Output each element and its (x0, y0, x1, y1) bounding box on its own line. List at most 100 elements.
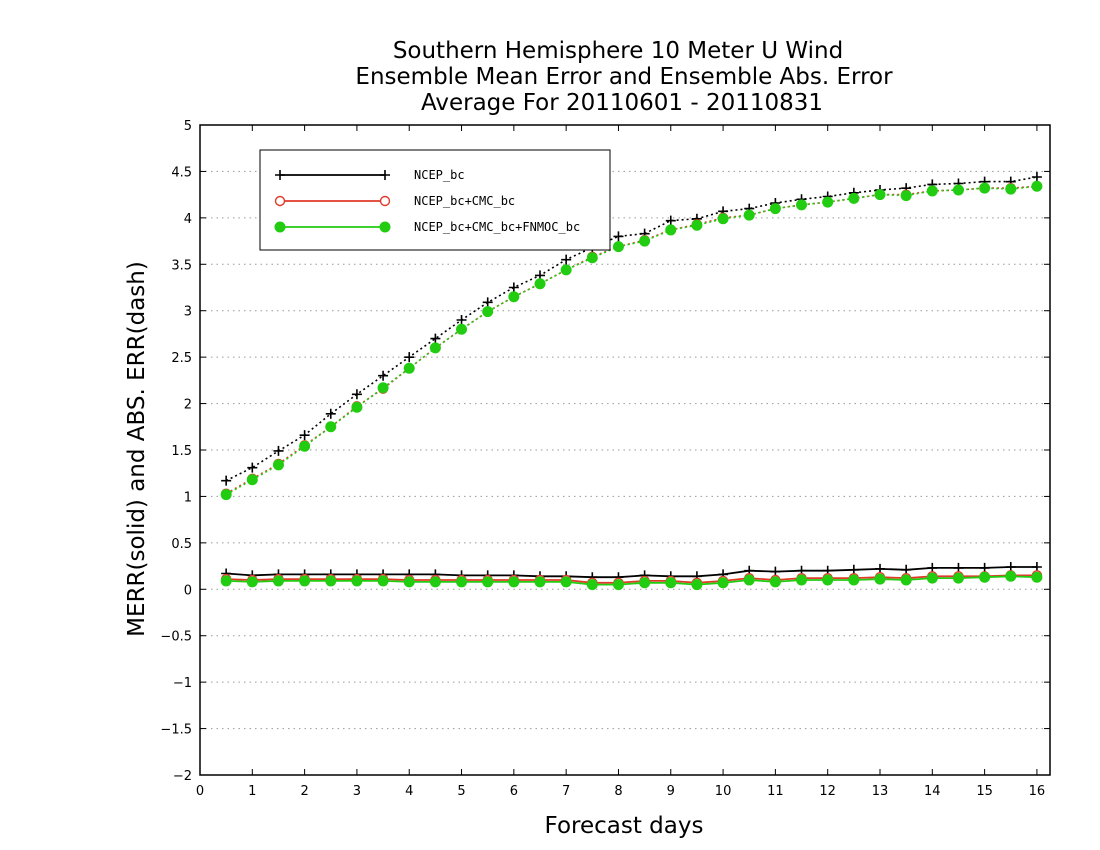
abs-error-point (247, 462, 258, 473)
abs-error-point (482, 297, 493, 308)
mean-error-point (796, 574, 808, 586)
mean-error-point (482, 576, 494, 588)
mean-error-point (351, 575, 363, 587)
title-line-2: Ensemble Mean Error and Ensemble Abs. Er… (355, 64, 893, 90)
y-axis-label: MERR(solid) and ABS. ERR(dash) (124, 261, 150, 637)
y-tick-label: 1 (184, 490, 192, 505)
abs-error-point (639, 235, 651, 247)
y-tick-label: 0.5 (171, 537, 192, 552)
mean-error-point (272, 575, 284, 587)
abs-error-point (743, 209, 755, 221)
chart-title: Southern Hemisphere 10 Meter U Wind Ense… (355, 38, 893, 116)
abs-error-point (404, 352, 415, 363)
mean-error-point (325, 575, 337, 587)
abs-error-point (221, 475, 232, 486)
abs-error-point (1031, 180, 1043, 192)
mean-error-point (429, 576, 441, 588)
y-tick-label: 4 (184, 212, 192, 227)
mean-error-point (717, 577, 729, 589)
abs-error-line (225, 176, 1038, 482)
axis-ticks: −2−1.5−1−0.500.511.522.533.544.550 1 2 3 4 5 6… (160, 119, 1050, 799)
mean-error-point (246, 576, 258, 588)
abs-error-point (430, 333, 441, 344)
x-tick-label: 6 (510, 784, 518, 799)
mean-error-point (220, 575, 232, 587)
abs-error-point (220, 489, 232, 501)
abs-error-point (612, 241, 624, 253)
mean-error-point (560, 576, 572, 588)
legend-entry: NCEP_bc+CMC_bc (274, 194, 515, 208)
x-tick-label: 9 (667, 784, 675, 799)
mean-error-point (377, 575, 389, 587)
legend-marker (379, 195, 391, 207)
y-tick-label: 1.5 (171, 444, 192, 459)
x-tick-label: 12 (819, 784, 836, 799)
abs-error-point (351, 401, 363, 413)
title-line-3: Average For 20110601 - 20110831 (421, 90, 823, 116)
x-tick-label: 15 (976, 784, 993, 799)
x-tick-label: 1 (248, 784, 256, 799)
abs-error-point (848, 192, 860, 204)
abs-error-point (926, 185, 938, 197)
abs-error-point (378, 370, 389, 381)
abs-error-point (456, 315, 467, 325)
abs-error-point (325, 421, 337, 433)
abs-error-point (796, 199, 808, 211)
mean-error-point (900, 574, 912, 586)
y-tick-label: 0 (184, 583, 192, 598)
y-tick-label: −2 (173, 769, 192, 784)
legend-label: NCEP_bc (414, 168, 465, 182)
mean-error-point (926, 572, 938, 584)
mean-error-point (299, 575, 311, 587)
abs-error-point (822, 196, 834, 208)
mean-error-point (848, 574, 860, 586)
legend-marker (379, 221, 391, 233)
abs-error-point (665, 224, 677, 236)
x-tick-label: 14 (924, 784, 941, 799)
abs-error-point (246, 474, 258, 486)
abs-error-point (299, 430, 310, 441)
mean-error-point (743, 574, 755, 586)
legend: NCEP_bc NCEP_bc+CMC_bc NCEP_bc+CMC_bc+FNMO… (259, 149, 611, 251)
abs-error-point (508, 282, 519, 293)
mean-error-point (769, 576, 781, 588)
x-tick-label: 7 (562, 784, 570, 799)
mean-error-point (874, 573, 886, 585)
x-tick-label: 5 (457, 784, 465, 799)
y-tick-label: −1.5 (160, 723, 192, 738)
abs-error-point (717, 213, 729, 225)
abs-error-point (952, 184, 964, 196)
grid (200, 170, 1050, 730)
legend-label: NCEP_bc+CMC_bc (414, 194, 515, 208)
legend-entry: NCEP_bc (275, 168, 465, 182)
x-tick-label: 16 (1029, 784, 1046, 799)
abs-error-point (299, 440, 311, 452)
abs-error-point (1031, 172, 1042, 182)
y-tick-label: −1 (173, 676, 192, 691)
mean-error-point (534, 576, 546, 588)
legend-entry: NCEP_bc+CMC_bc+FNMOC_bc (274, 220, 580, 234)
legend-label: NCEP_bc+CMC_bc+FNMOC_bc (414, 220, 580, 234)
legend-marker (274, 221, 286, 233)
abs-error-point (429, 342, 441, 354)
y-tick-label: −0.5 (160, 630, 192, 645)
mean-error-point (822, 574, 834, 586)
mean-error-point (1005, 570, 1017, 582)
mean-error-point (403, 576, 415, 588)
mean-error-point (639, 577, 651, 589)
y-tick-label: 3.5 (171, 258, 192, 273)
mean-error-point (456, 576, 468, 588)
mean-error-point (691, 579, 703, 591)
abs-error-point (691, 219, 703, 231)
abs-error-point (769, 203, 781, 215)
y-tick-label: 2 (184, 398, 192, 413)
x-tick-label: 10 (715, 784, 732, 799)
x-tick-label: 11 (767, 784, 784, 799)
x-tick-label: 3 (353, 784, 361, 799)
mean-error-point (586, 579, 598, 591)
mean-error-point (952, 572, 964, 584)
abs-error-point (900, 190, 912, 202)
y-tick-label: 4.5 (171, 165, 192, 180)
abs-error-point (665, 215, 676, 226)
abs-error-point (403, 362, 415, 374)
